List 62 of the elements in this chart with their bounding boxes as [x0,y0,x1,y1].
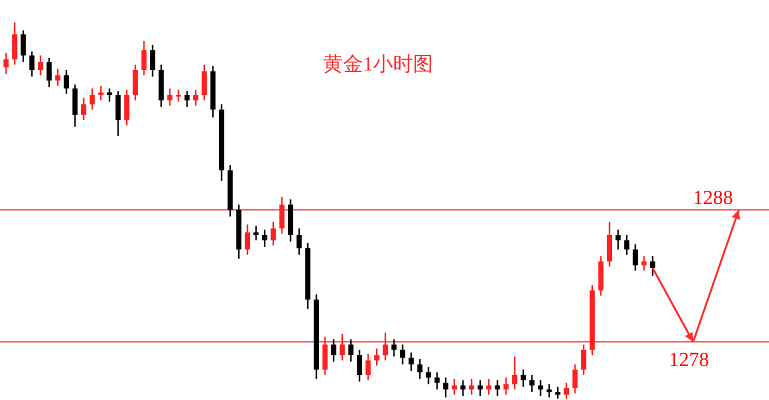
candlestick [460,379,466,397]
candlestick [150,44,156,78]
candlestick [520,368,526,388]
candlestick [55,68,60,87]
candlestick [581,344,586,376]
candlestick [512,356,518,390]
candlestick [494,379,500,397]
candlestick [555,386,560,400]
candlestick [641,255,647,272]
candlestick [106,88,112,102]
candlestick [632,243,638,272]
candlestick [279,196,284,234]
candlestick [616,228,621,250]
text: 黄金1小时图 [323,53,433,76]
candlestick [391,338,397,358]
candlestick [29,50,34,78]
candlestick [253,224,259,242]
candlestick [366,353,371,381]
ref-line-label: 1288 [693,187,733,210]
candlestick [564,382,569,400]
candlestick [81,96,86,121]
candlestick [331,338,336,362]
candlestick [90,88,95,110]
candlestick [46,57,52,88]
candlestick [443,376,448,398]
candlestick [503,376,509,396]
candlestick [486,378,492,396]
candlestick [184,90,190,108]
candlestick [20,30,26,63]
candlestick [538,379,544,397]
candlestick [546,383,552,398]
ref-line-label: 1278 [669,349,709,372]
candlestick [382,332,388,362]
candlestick [270,221,276,246]
candlestick [426,366,432,385]
candlestick [340,333,345,362]
candlestick [624,234,630,256]
candlestick [202,64,207,102]
candlestick [38,54,44,76]
candlestick [244,224,250,256]
candlestick [374,348,380,366]
candlestick [348,338,354,362]
candlestick [434,372,440,390]
candlestick [572,364,578,394]
candlestick [356,349,362,382]
candlestick [296,228,302,256]
candlestick [98,85,104,102]
candlestick [262,228,268,248]
candlestick [3,52,9,75]
candlestick [468,378,474,396]
candlestick [400,344,406,366]
candlestick [452,378,457,396]
candlestick [176,89,182,102]
candlestick [408,352,414,372]
candlestick [167,88,172,106]
candlestick [478,379,483,397]
candlestick [417,358,422,380]
candlestick [193,89,198,106]
candlestick [650,255,656,277]
candlestick [64,69,69,94]
candlestick [141,40,147,76]
candlestick [529,374,535,393]
